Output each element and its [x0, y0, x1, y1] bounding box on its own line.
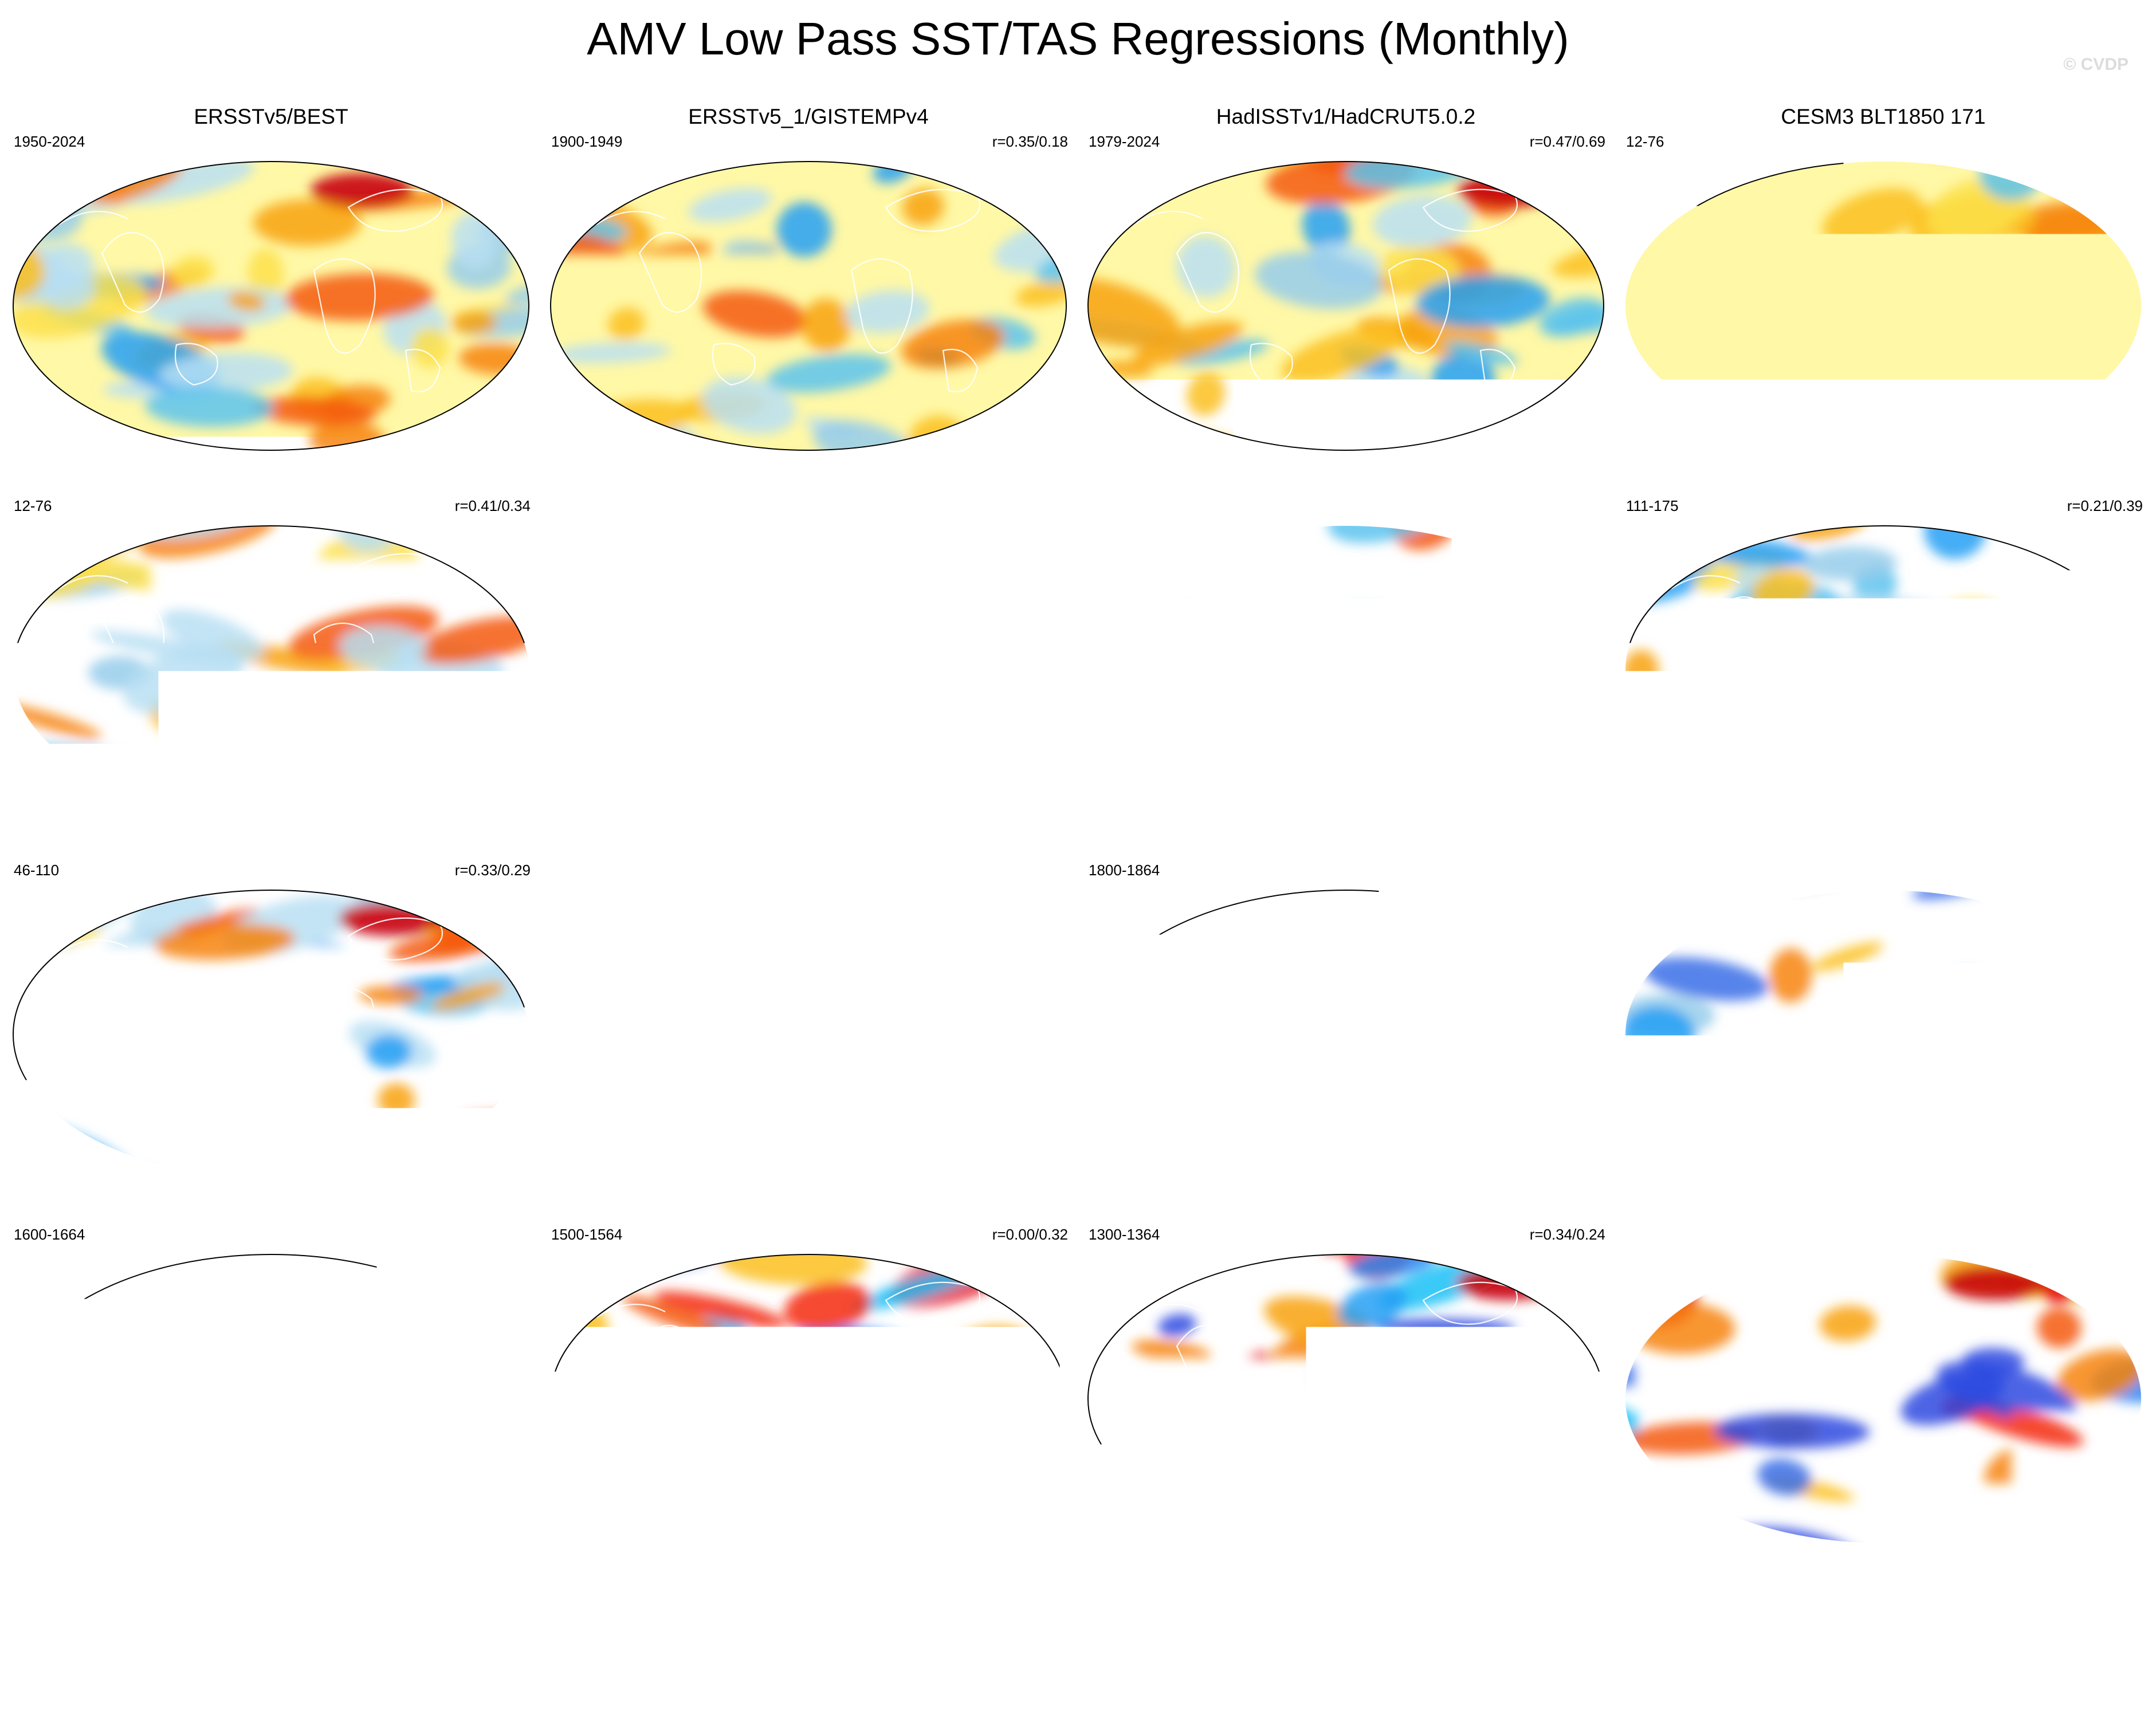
colorbar-swatch — [1330, 1592, 1393, 1626]
colorbar-units: C/C/C — [0, 1660, 2156, 1700]
colorbar-swatch — [1141, 1592, 1204, 1626]
colorbar-swatch — [952, 1592, 1015, 1626]
colorbar-swatch — [1519, 1592, 1582, 1626]
colorbar-swatch — [447, 1592, 510, 1626]
colorbar-swatch — [1709, 1592, 1772, 1626]
colorbar-swatch — [826, 1592, 889, 1626]
colorbar: -4 -3.2 -2.4 -1.6 -0.8 0 0.8 1.6 2.4 3.2 4 — [0, 0, 2156, 1715]
colorbar-swatch — [1078, 1592, 1141, 1626]
colorbar-swatch — [574, 1592, 637, 1626]
colorbar-swatch — [700, 1592, 763, 1626]
colorbar-swatch — [637, 1592, 700, 1626]
colorbar-swatch — [1646, 1592, 1709, 1626]
colorbar-swatch — [1267, 1592, 1330, 1626]
colorbar-swatch — [763, 1592, 826, 1626]
colorbar-swatch — [1456, 1592, 1519, 1626]
colorbar-swatch — [510, 1592, 574, 1626]
colorbar-swatch — [889, 1592, 952, 1626]
colorbar-swatch — [1204, 1592, 1267, 1626]
colorbar-swatch — [384, 1592, 447, 1626]
colorbar-swatch — [1582, 1592, 1646, 1626]
colorbar-swatch — [1015, 1592, 1078, 1626]
colorbar-swatch — [1393, 1592, 1456, 1626]
